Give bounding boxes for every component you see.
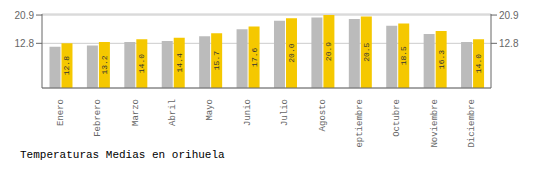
svg-text:12.8: 12.8 <box>15 38 35 49</box>
svg-text:20.5: 20.5 <box>362 42 371 61</box>
svg-text:14.0: 14.0 <box>137 54 146 73</box>
svg-text:20.9: 20.9 <box>15 10 35 21</box>
svg-text:Junio: Junio <box>243 99 253 126</box>
svg-text:Diciembre: Diciembre <box>467 99 477 148</box>
html-text:Temperaturas Medias en orihuel: Temperaturas Medias en orihuela <box>20 149 225 161</box>
svg-text:14.4: 14.4 <box>175 53 184 72</box>
svg-text:12.8: 12.8 <box>499 38 519 49</box>
svg-text:Noviembre: Noviembre <box>430 99 440 148</box>
svg-text:20.9: 20.9 <box>324 42 333 61</box>
svg-text:20.9: 20.9 <box>499 10 519 21</box>
svg-text:Mayo: Mayo <box>205 99 215 121</box>
svg-text:Octubre: Octubre <box>392 99 402 137</box>
svg-text:Enero: Enero <box>56 99 66 126</box>
svg-text:13.2: 13.2 <box>100 55 109 74</box>
svg-text:Julio: Julio <box>280 99 290 126</box>
svg-text:15.7: 15.7 <box>212 51 221 70</box>
svg-text:18.5: 18.5 <box>399 46 408 65</box>
svg-text:20.0: 20.0 <box>287 43 296 62</box>
svg-text:Agosto: Agosto <box>318 99 328 131</box>
svg-text:Abril: Abril <box>168 99 178 126</box>
svg-text:17.6: 17.6 <box>250 47 259 66</box>
svg-text:Septiembre: Septiembre <box>355 99 365 148</box>
svg-text:12.8: 12.8 <box>62 56 71 75</box>
svg-text:14.0: 14.0 <box>474 54 483 73</box>
svg-text:Marzo: Marzo <box>131 99 141 126</box>
svg-text:Febrero: Febrero <box>93 99 103 137</box>
svg-text:16.3: 16.3 <box>437 50 446 69</box>
